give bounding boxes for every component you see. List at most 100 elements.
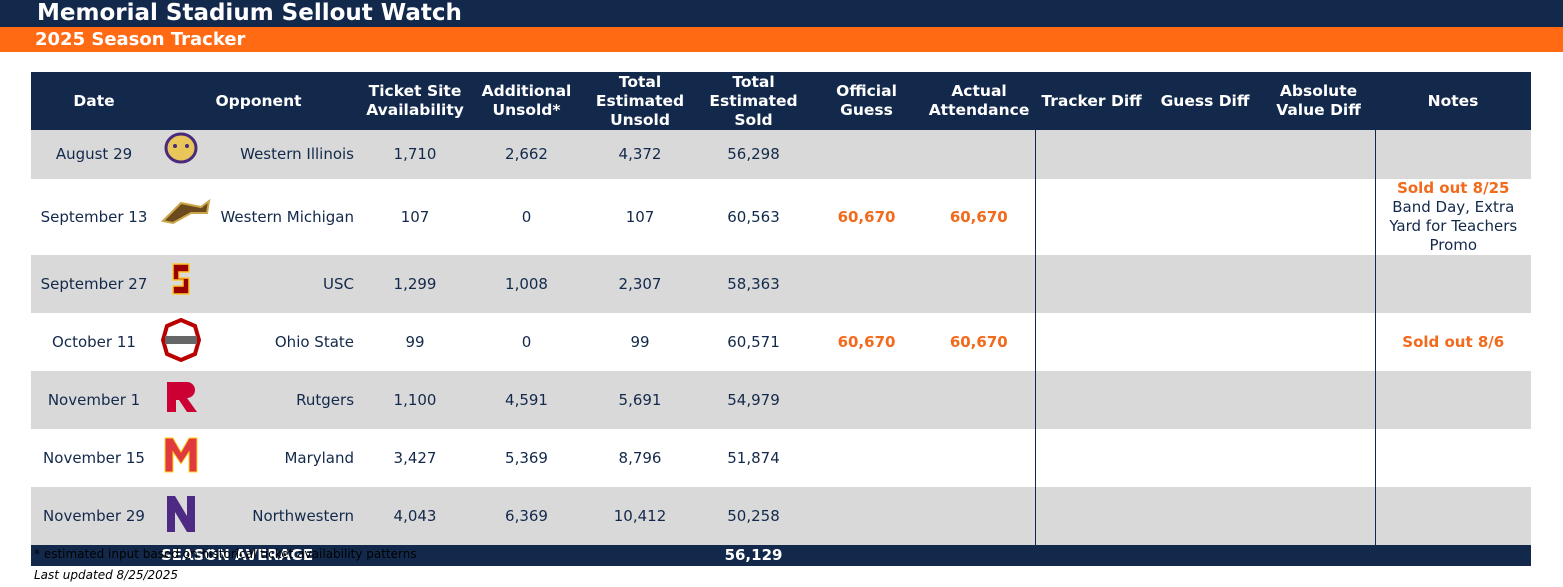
- table-row: September 27 USC 1,299 1,008 2,307 58,363: [31, 255, 1532, 313]
- header-row: Date Opponent Ticket Site Availability Addi…: [31, 72, 1532, 130]
- absolute-diff: [1262, 313, 1375, 371]
- logo-icon: [167, 381, 197, 412]
- summary-label: SEASON AVERAGE: [157, 545, 361, 566]
- empty-cell: [810, 487, 923, 545]
- note-detail: Band Day, Extra Yard for Teachers Promo: [1389, 198, 1518, 254]
- date: August 29: [55, 145, 133, 163]
- guess-diff: [1148, 487, 1262, 545]
- column-header: Date: [31, 72, 157, 130]
- tracker-diff: [1034, 487, 1149, 545]
- notes: [1374, 371, 1532, 429]
- date: September 27: [40, 274, 148, 293]
- empty-cell: [923, 487, 1035, 545]
- ticket-site: 1,100: [393, 390, 437, 409]
- ticket-site: 1,299: [393, 274, 437, 293]
- est-unsold: 2,307: [618, 274, 662, 293]
- guess-diff: [1148, 371, 1262, 429]
- tracker-diff: [1034, 371, 1149, 429]
- date: November 1: [47, 390, 141, 409]
- empty-cell: [923, 130, 1035, 179]
- tracker-diff: [1034, 313, 1149, 371]
- absolute-diff: [1262, 179, 1375, 255]
- ticket-site: 1,710: [393, 145, 437, 163]
- column-header: Tracker Diff: [1035, 72, 1149, 130]
- table-row: November 1 Rutgers 1,100 4,591 5,691 54,979: [31, 371, 1532, 429]
- ticket-site: 4,043: [393, 506, 437, 525]
- empty-cell: [810, 371, 923, 429]
- table-row: September 13 Western Michigan 107 0 107 60,56…: [31, 179, 1532, 255]
- guess-diff: [1148, 313, 1262, 371]
- est-sold: 51,874: [727, 448, 780, 467]
- team-logo: [157, 179, 215, 255]
- est-sold: 58,363: [727, 274, 780, 293]
- notes: Sold out 8/6: [1374, 313, 1532, 371]
- official-guess: 60,670: [837, 332, 896, 351]
- table-row: August 29 Western Illinois 1,710 2,662 4,372…: [31, 130, 1532, 179]
- table-row: October 11 Ohio State 99 0 99 60,571 60,670 60,…: [31, 313, 1532, 371]
- opponent: USC: [323, 274, 355, 293]
- additional: 6,369: [505, 506, 548, 525]
- ticket-site: 99: [405, 332, 425, 351]
- absolute-diff: [1262, 255, 1375, 313]
- logo-icon: [172, 262, 190, 295]
- ticket-site: 107: [400, 207, 430, 226]
- team-logo: [157, 371, 215, 429]
- team-logo: [157, 255, 215, 313]
- opponent: Western Illinois: [240, 145, 355, 163]
- opponent: Maryland: [284, 448, 355, 467]
- opponent: Western Michigan: [220, 207, 355, 226]
- tracker-diff: [1034, 130, 1149, 179]
- title: Memorial Stadium Sellout Watch: [0, 0, 1563, 27]
- absolute-diff: [1262, 429, 1375, 487]
- official-guess: 60,670: [837, 207, 896, 226]
- est-sold: 60,571: [727, 332, 780, 351]
- notes: [1374, 429, 1532, 487]
- opponent: Ohio State: [274, 332, 355, 351]
- est-unsold: 8,796: [618, 448, 662, 467]
- column-header: Notes: [1375, 72, 1532, 130]
- empty-cell: [923, 255, 1035, 313]
- additional: 4,591: [505, 390, 548, 409]
- ticket-site: 3,427: [393, 448, 437, 467]
- additional: 1,008: [505, 274, 548, 293]
- guess-diff: [1148, 179, 1262, 255]
- note-status: Sold out 8/6: [1402, 332, 1505, 351]
- summary-spacer: [360, 545, 698, 566]
- actual: 60,670: [949, 207, 1008, 226]
- opponent: Rutgers: [296, 390, 355, 409]
- guess-diff: [1148, 429, 1262, 487]
- actual: 60,670: [949, 332, 1008, 351]
- logo-icon: [160, 198, 211, 224]
- team-logo: [157, 429, 215, 487]
- column-header: Total Estimated Sold: [697, 72, 811, 130]
- est-unsold: 4,372: [618, 145, 662, 163]
- column-header: Additional Unsold*: [470, 72, 584, 130]
- empty-cell: [923, 429, 1035, 487]
- empty-cell: [810, 429, 923, 487]
- column-header: Official Guess: [810, 72, 924, 130]
- logo-icon: [160, 317, 202, 362]
- notes: [1374, 487, 1532, 545]
- additional: 2,662: [505, 145, 548, 163]
- note-status: Sold out 8/25: [1397, 179, 1510, 197]
- additional: 5,369: [505, 448, 548, 467]
- tracker-table: Date Opponent Ticket Site Availability Addi…: [31, 72, 1532, 566]
- table-body: August 29 Western Illinois 1,710 2,662 4,372…: [31, 130, 1532, 545]
- summary-row: SEASON AVERAGE 56,129: [31, 545, 1532, 566]
- column-header: Absolute Value Diff: [1262, 72, 1376, 130]
- tracker-diff: [1034, 429, 1149, 487]
- summary-spacer: [810, 545, 1532, 566]
- footnote: * estimated input based on historical ti…: [34, 547, 417, 561]
- logo-icon: [164, 132, 198, 164]
- team-logo: [157, 130, 215, 179]
- table-row: November 15 Maryland 3,427 5,369 8,796 51,874: [31, 429, 1532, 487]
- table-row: November 29 Northwestern 4,043 6,369 10,412 5…: [31, 487, 1532, 545]
- est-sold: 50,258: [727, 506, 780, 525]
- opponent: Northwestern: [252, 506, 355, 525]
- est-sold: 56,298: [727, 145, 780, 163]
- est-unsold: 107: [625, 207, 655, 226]
- subtitle: 2025 Season Tracker: [0, 27, 1563, 52]
- guess-diff: [1148, 130, 1262, 179]
- absolute-diff: [1262, 371, 1375, 429]
